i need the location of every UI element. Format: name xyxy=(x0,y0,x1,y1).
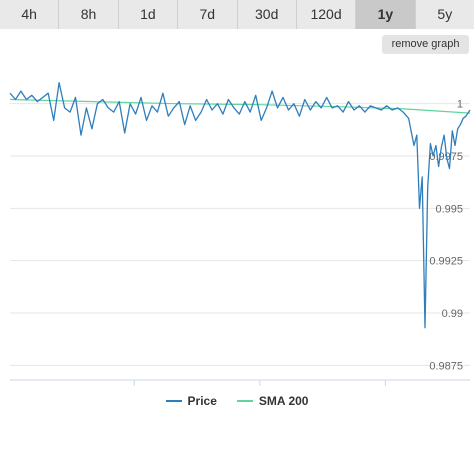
tab-1d[interactable]: 1d xyxy=(118,0,179,29)
legend-swatch-price xyxy=(165,400,182,402)
tab-7d[interactable]: 7d xyxy=(178,0,238,29)
legend-item-sma[interactable]: SMA 200 xyxy=(236,394,309,408)
range-tabs: 4h 8h 1d 7d 30d 120d 1y 5y xyxy=(0,0,474,29)
tab-120d[interactable]: 120d xyxy=(296,0,357,29)
tab-5y[interactable]: 5y xyxy=(415,0,474,29)
legend-label-price: Price xyxy=(187,394,217,408)
legend-swatch-sma xyxy=(236,400,253,402)
legend-label-sma: SMA 200 xyxy=(258,394,309,408)
tab-30d[interactable]: 30d xyxy=(237,0,297,29)
series-line-sma xyxy=(9,98,471,114)
y-tick-label: 0.9925 xyxy=(429,256,463,268)
y-tick-label: 1 xyxy=(457,99,463,111)
chart-legend: Price SMA 200 xyxy=(0,392,474,410)
tab-1y[interactable]: 1y xyxy=(356,0,416,29)
tab-4h[interactable]: 4h xyxy=(0,0,60,29)
y-tick-label: 0.9875 xyxy=(429,360,463,372)
legend-item-price[interactable]: Price xyxy=(165,394,217,408)
y-tick-label: 0.99 xyxy=(442,308,463,320)
remove-graph-button[interactable]: remove graph xyxy=(382,35,469,54)
series-line-price xyxy=(9,82,471,329)
y-tick-label: 0.995 xyxy=(435,203,463,215)
tab-8h[interactable]: 8h xyxy=(59,0,119,29)
